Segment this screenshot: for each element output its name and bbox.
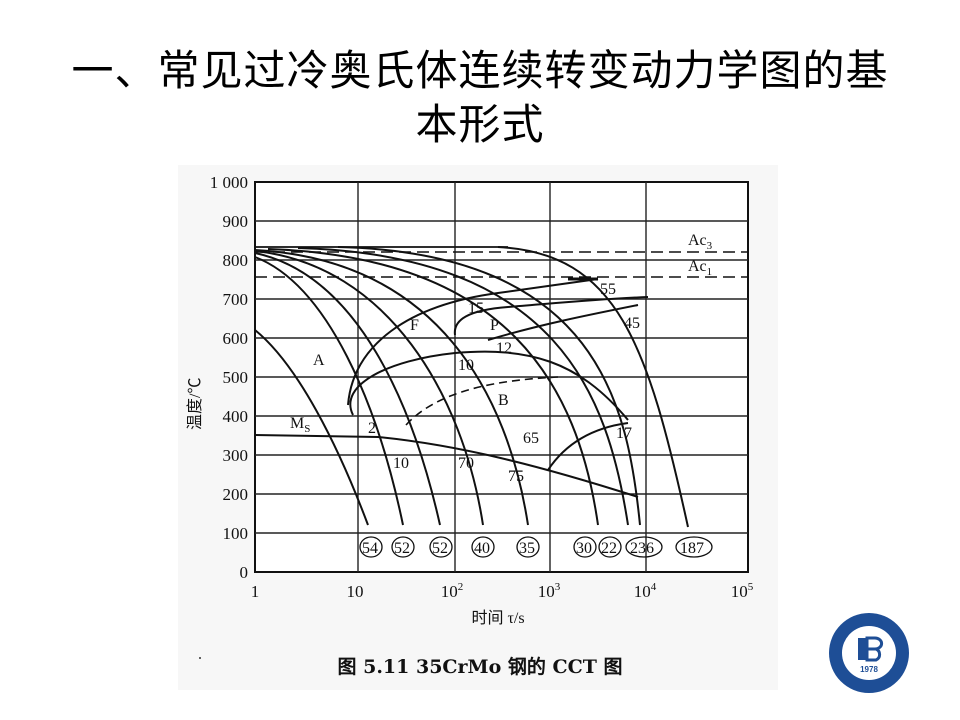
bainite-50pct-curve [405, 376, 559, 426]
svg-text:15: 15 [468, 300, 484, 317]
svg-text:10: 10 [347, 582, 364, 601]
university-emblem-icon: 1978 [828, 612, 910, 694]
svg-text:55: 55 [600, 281, 616, 298]
svg-text:65: 65 [523, 430, 539, 447]
svg-text:105: 105 [731, 581, 754, 601]
svg-text:200: 200 [223, 485, 249, 504]
svg-text:700: 700 [223, 290, 249, 309]
svg-text:40: 40 [474, 540, 490, 557]
svg-text:52: 52 [432, 540, 448, 557]
ms-line [254, 434, 639, 498]
region-label-pearlite: P [490, 317, 499, 334]
cct-diagram-figure: A F P B MS Ac3 Ac1 55 45 15 12 10 2 10 7… [178, 165, 778, 690]
transformation-percent-labels: 55 45 15 12 10 2 10 70 75 65 17 [368, 281, 640, 485]
hardness-values: 54 52 52 40 35 30 22 236 187 [359, 536, 713, 558]
x-axis-label: 时间 τ/s [471, 609, 524, 627]
cct-chart: A F P B MS Ac3 Ac1 55 45 15 12 10 2 10 7… [186, 173, 754, 659]
svg-text:54: 54 [362, 540, 378, 557]
y-axis-ticks: 1 000 900 800 700 600 500 400 300 200 10… [210, 173, 248, 582]
cooling-curves [254, 246, 689, 528]
svg-text:1: 1 [251, 582, 260, 601]
region-label-ferrite: F [410, 317, 419, 334]
svg-text:52: 52 [394, 540, 410, 557]
pearlite-start-curve [453, 296, 649, 336]
svg-text:10: 10 [393, 455, 409, 472]
svg-text:600: 600 [223, 329, 249, 348]
svg-text:102: 102 [441, 581, 464, 601]
svg-text:75: 75 [508, 468, 524, 485]
svg-text:100: 100 [223, 524, 249, 543]
slide-title-line2: 本形式 [415, 100, 545, 149]
figure-caption: 图 5.11 35CrMo 钢的 CCT 图 [337, 656, 623, 678]
slide-title-line1: 一、常见过冷奥氏体连续转变动力学图的基 [71, 46, 889, 95]
svg-text:800: 800 [223, 251, 249, 270]
pearlite-end-curve [487, 304, 639, 341]
svg-text:45: 45 [624, 315, 640, 332]
svg-text:236: 236 [630, 540, 654, 557]
svg-text:900: 900 [223, 212, 249, 231]
y-axis-label: 温度/℃ [186, 378, 204, 430]
svg-text:0: 0 [240, 563, 249, 582]
region-label-austenite: A [313, 352, 325, 369]
ferrite-start-curve [347, 278, 599, 406]
region-label-bainite: B [498, 392, 509, 409]
svg-text:1 000: 1 000 [210, 173, 248, 192]
ac1-label: Ac1 [688, 258, 712, 278]
bainite-end-curve [547, 422, 629, 471]
logo-year: 1978 [860, 665, 878, 674]
svg-text:22: 22 [601, 540, 617, 557]
svg-text:2: 2 [368, 420, 376, 437]
svg-text:400: 400 [223, 407, 249, 426]
svg-text:104: 104 [634, 581, 657, 601]
svg-text:500: 500 [223, 368, 249, 387]
svg-text:103: 103 [538, 581, 561, 601]
svg-text:17: 17 [616, 425, 632, 442]
svg-text:187: 187 [680, 540, 704, 557]
x-axis-ticks: 1 10 102 103 104 105 [251, 581, 754, 601]
ac3-label: Ac3 [688, 232, 713, 252]
bainite-start-curve [349, 350, 629, 421]
svg-text:30: 30 [576, 540, 592, 557]
svg-text:70: 70 [458, 455, 474, 472]
svg-text:10: 10 [458, 357, 474, 374]
svg-text:300: 300 [223, 446, 249, 465]
svg-text:35: 35 [519, 540, 535, 557]
horizontal-gridlines [255, 220, 748, 534]
svg-text:12: 12 [496, 340, 512, 357]
slide-title: 一、常见过冷奥氏体连续转变动力学图的基 本形式 [0, 44, 960, 152]
